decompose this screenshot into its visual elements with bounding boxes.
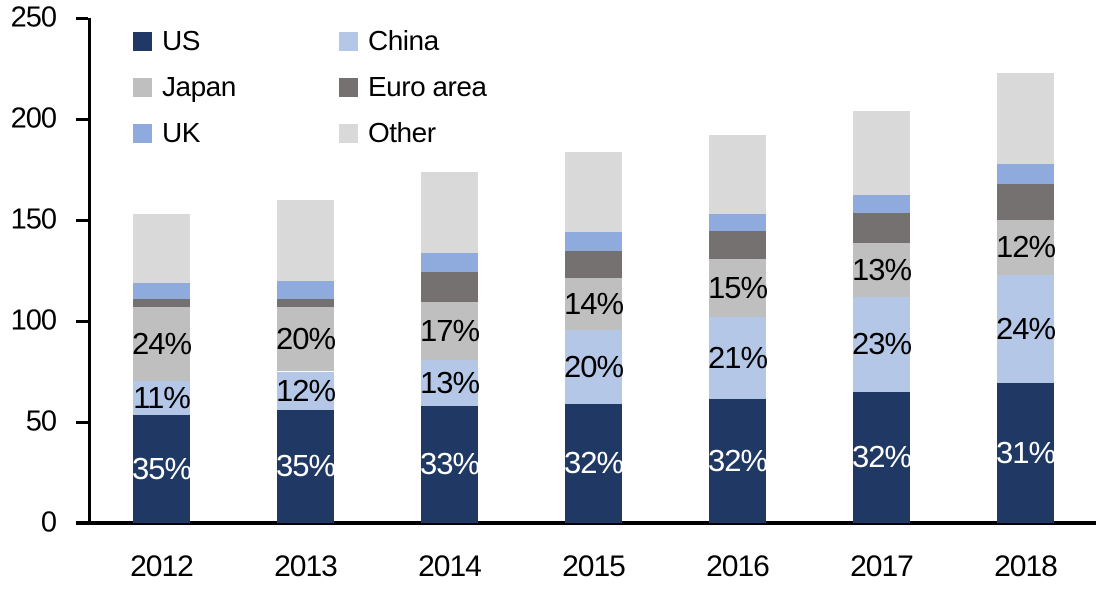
bar-segment-us [853,391,910,523]
bar-segment-china [277,371,334,410]
bar-segment-china [997,274,1054,383]
legend-swatch-icon [339,123,358,143]
bar-segment-uk [997,164,1054,184]
legend-label: Euro area [368,71,487,102]
y-tick-label: 150 [10,203,57,236]
y-axis-line [88,18,91,523]
bar-segment-euro-area [565,251,622,278]
bar-segment-china [133,380,190,415]
bar-segment-uk [709,213,766,232]
bar-segment-other [565,152,622,233]
legend-item-other: Other [339,117,436,148]
bar-segment-japan [421,301,478,361]
bar-segment-japan [997,220,1054,275]
bar-segment-china [853,296,910,392]
bar-segment-uk [133,282,190,299]
bar-segment-euro-area [421,271,478,302]
bar-segment-euro-area [709,231,766,260]
legend-swatch-icon [133,31,152,51]
bar-segment-uk [565,232,622,252]
legend-label: China [368,25,439,56]
legend-item-china: China [339,25,439,56]
y-tick-label: 200 [10,102,57,135]
legend-swatch-icon [133,123,152,143]
legend-item-japan: Japan [133,71,236,102]
y-axis-tick [76,218,88,222]
y-tick-label: 0 [40,506,57,539]
legend-item-uk: UK [133,117,200,148]
legend-label: UK [162,117,200,148]
legend-item-euro-area: Euro area [339,71,487,102]
bar-segment-china [565,330,622,404]
bar-segment-japan [565,277,622,331]
bar-segment-china [421,360,478,406]
x-category-label: 2013 [274,550,338,583]
bar-segment-euro-area [133,298,190,307]
legend-swatch-icon [133,77,152,97]
bar-segment-euro-area [853,212,910,244]
legend-label: Other [368,117,436,148]
bar-segment-us [709,398,766,523]
bar-segment-other [277,199,334,281]
legend-swatch-icon [339,31,358,51]
y-axis-tick [76,521,88,525]
bar-segment-us [133,414,190,523]
legend-label: Japan [162,71,236,102]
y-tick-label: 100 [10,304,57,337]
bar-segment-uk [277,280,334,299]
legend-label: US [162,25,200,56]
bar-segment-us [997,382,1054,523]
x-category-label: 2016 [706,550,770,583]
y-tick-label: 250 [10,1,57,34]
bar-segment-china [709,316,766,399]
bar-segment-japan [853,243,910,297]
x-category-label: 2018 [994,550,1058,583]
y-axis-tick [76,117,88,121]
x-category-label: 2017 [850,550,914,583]
bar-segment-us [565,403,622,523]
x-category-label: 2015 [562,550,626,583]
bar-segment-other [709,135,766,214]
legend-item-us: US [133,25,200,56]
bar-segment-other [853,110,910,195]
bar-segment-uk [421,253,478,272]
bar-segment-japan [709,259,766,317]
legend-swatch-icon [339,77,358,97]
bar-segment-us [277,409,334,523]
bar-segment-japan [277,306,334,372]
bar-segment-other [421,171,478,254]
bar-segment-euro-area [277,298,334,307]
y-axis-tick [76,16,88,20]
y-axis-tick [76,319,88,323]
bar-segment-euro-area [997,183,1054,220]
bar-segment-uk [853,194,910,213]
x-axis-line [76,521,1096,525]
x-category-label: 2014 [418,550,482,583]
bar-segment-us [421,405,478,523]
bar-segment-japan [133,306,190,381]
bar-segment-other [133,213,190,283]
bar-segment-other [997,72,1054,165]
x-category-label: 2012 [130,550,194,583]
y-axis-tick [76,420,88,424]
y-tick-label: 50 [25,405,57,438]
